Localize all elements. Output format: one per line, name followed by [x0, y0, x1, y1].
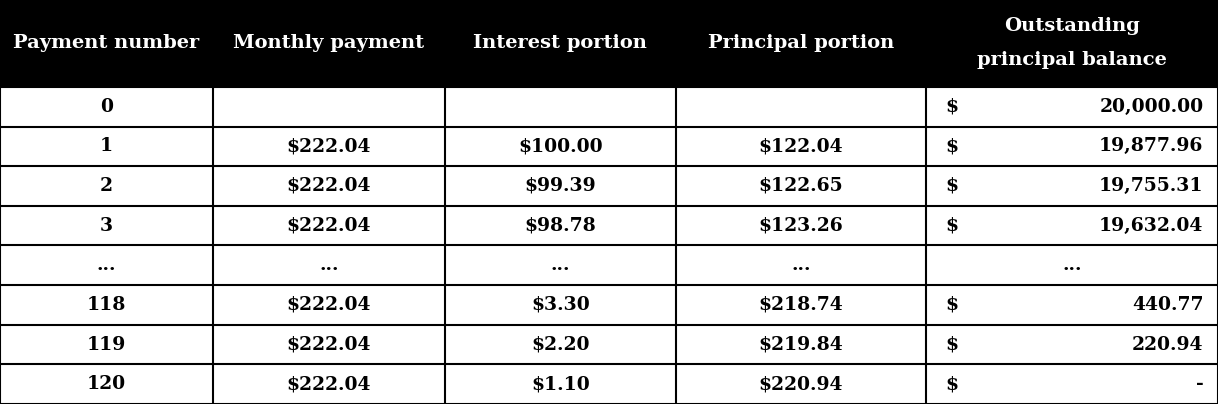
Text: $122.04: $122.04 [759, 137, 843, 155]
Text: 220.94: 220.94 [1132, 336, 1203, 354]
Text: $: $ [945, 217, 959, 235]
Text: 19,632.04: 19,632.04 [1099, 217, 1203, 235]
Text: $: $ [945, 336, 959, 354]
Text: 118: 118 [86, 296, 127, 314]
Text: 2: 2 [100, 177, 113, 195]
Text: -: - [1196, 375, 1203, 393]
Text: 3: 3 [100, 217, 113, 235]
Text: $2.20: $2.20 [531, 336, 590, 354]
Text: $220.94: $220.94 [759, 375, 843, 393]
Text: $100.00: $100.00 [518, 137, 603, 155]
Text: $99.39: $99.39 [525, 177, 596, 195]
Text: $222.04: $222.04 [286, 336, 371, 354]
Text: ...: ... [790, 256, 811, 274]
Bar [0, 0, 1218, 87]
Text: ...: ... [319, 256, 339, 274]
Text: $222.04: $222.04 [286, 217, 371, 235]
Text: Principal portion: Principal portion [708, 34, 894, 53]
Text: ...: ... [96, 256, 117, 274]
Text: $218.74: $218.74 [759, 296, 843, 314]
Text: $123.26: $123.26 [759, 217, 843, 235]
Text: 440.77: 440.77 [1132, 296, 1203, 314]
Text: ...: ... [551, 256, 570, 274]
Text: $: $ [945, 177, 959, 195]
Text: $222.04: $222.04 [286, 177, 371, 195]
Text: $219.84: $219.84 [759, 336, 843, 354]
Text: 119: 119 [86, 336, 127, 354]
Text: Outstanding: Outstanding [1004, 17, 1140, 36]
Text: Payment number: Payment number [13, 34, 200, 53]
Text: $: $ [945, 98, 959, 116]
Text: 19,755.31: 19,755.31 [1099, 177, 1203, 195]
Text: Monthly payment: Monthly payment [234, 34, 424, 53]
Text: $222.04: $222.04 [286, 296, 371, 314]
Text: $122.65: $122.65 [759, 177, 843, 195]
Text: 0: 0 [100, 98, 113, 116]
Text: $: $ [945, 375, 959, 393]
Text: $: $ [945, 137, 959, 155]
Text: 19,877.96: 19,877.96 [1099, 137, 1203, 155]
Text: 1: 1 [100, 137, 113, 155]
Text: 120: 120 [86, 375, 127, 393]
Text: $222.04: $222.04 [286, 137, 371, 155]
Text: $3.30: $3.30 [531, 296, 590, 314]
Text: $1.10: $1.10 [531, 375, 590, 393]
Text: $: $ [945, 296, 959, 314]
Text: 20,000.00: 20,000.00 [1100, 98, 1203, 116]
Text: ...: ... [1062, 256, 1082, 274]
Text: Interest portion: Interest portion [474, 34, 647, 53]
Text: $222.04: $222.04 [286, 375, 371, 393]
Text: principal balance: principal balance [977, 51, 1167, 69]
Text: $98.78: $98.78 [525, 217, 596, 235]
